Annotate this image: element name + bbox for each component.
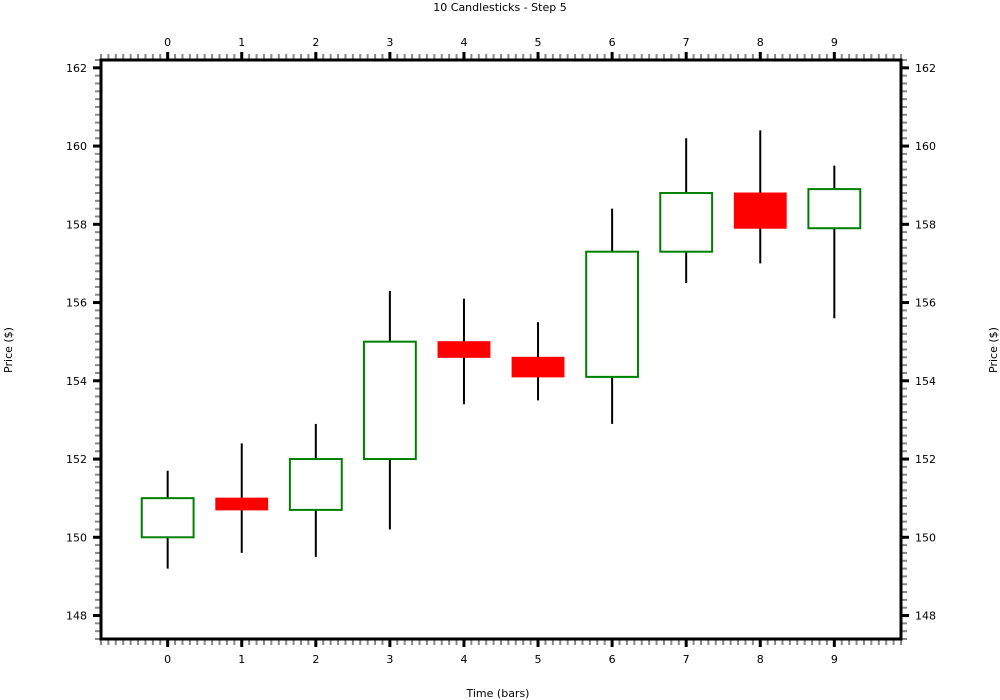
- candlestick: [215, 443, 269, 553]
- x-tick-label-bottom: 5: [535, 653, 542, 666]
- candlestick: [140, 470, 195, 569]
- chart-title: 10 Candlesticks - Step 5: [433, 1, 566, 14]
- x-tick-label-top: 0: [164, 36, 171, 49]
- x-tick-label-top: 2: [312, 36, 319, 49]
- x-axis-label: Time (bars): [466, 687, 530, 700]
- candlestick: [733, 130, 787, 264]
- x-tick-label-bottom: 0: [164, 653, 171, 666]
- candlestick: [511, 322, 565, 401]
- x-tick-label-bottom: 6: [609, 653, 616, 666]
- candle-body-down: [215, 497, 269, 511]
- candlestick: [807, 165, 862, 319]
- major-ticks: [93, 52, 909, 647]
- x-tick-label-bottom: 2: [312, 653, 319, 666]
- y-tick-label-left: 152: [66, 453, 87, 466]
- candlestick: [288, 423, 343, 557]
- y-tick-label-right: 154: [915, 375, 936, 388]
- candle-body-up: [585, 250, 640, 378]
- candlestick: [659, 138, 714, 283]
- candle-body-up: [288, 458, 343, 511]
- x-tick-label-bottom: 9: [831, 653, 838, 666]
- x-tick-label-top: 7: [683, 36, 690, 49]
- y-tick-label-left: 154: [66, 375, 87, 388]
- y-tick-label-left: 150: [66, 531, 87, 544]
- candle-body-up: [807, 188, 862, 230]
- x-tick-label-top: 9: [831, 36, 838, 49]
- x-tick-label-top: 6: [609, 36, 616, 49]
- candlestick: [585, 208, 640, 424]
- y-axis-label-left: Price ($): [2, 327, 15, 373]
- y-tick-label-right: 158: [915, 218, 936, 231]
- y-tick-label-left: 156: [66, 297, 87, 310]
- y-tick-label-right: 162: [915, 62, 936, 75]
- candle-body-up: [362, 340, 417, 461]
- candle-body-down: [511, 356, 565, 378]
- candlestick: [362, 290, 417, 530]
- x-tick-label-top: 3: [386, 36, 393, 49]
- candles: [140, 130, 862, 569]
- y-tick-label-left: 148: [66, 610, 87, 623]
- plot-frame: [99, 58, 903, 641]
- minor-ticks: [95, 54, 907, 645]
- x-tick-label-top: 8: [757, 36, 764, 49]
- candle-body-up: [659, 192, 714, 253]
- y-tick-label-right: 150: [915, 531, 936, 544]
- x-tick-label-top: 4: [460, 36, 467, 49]
- candle-body-down: [733, 192, 787, 229]
- y-tick-label-right: 156: [915, 297, 936, 310]
- y-tick-label-right: 160: [915, 140, 936, 153]
- x-tick-label-bottom: 7: [683, 653, 690, 666]
- y-tick-label-left: 160: [66, 140, 87, 153]
- x-tick-label-top: 5: [535, 36, 542, 49]
- candlestick: [437, 298, 491, 405]
- y-tick-label-right: 152: [915, 453, 936, 466]
- candle-body-up: [140, 497, 195, 539]
- x-tick-label-bottom: 8: [757, 653, 764, 666]
- candle-body-down: [437, 341, 491, 358]
- x-tick-label-top: 1: [238, 36, 245, 49]
- y-tick-label-left: 162: [66, 62, 87, 75]
- y-tick-label-right: 148: [915, 610, 936, 623]
- y-tick-label-left: 158: [66, 218, 87, 231]
- x-tick-label-bottom: 1: [238, 653, 245, 666]
- y-axis-label-right: Price ($): [987, 327, 1000, 373]
- x-tick-label-bottom: 4: [460, 653, 467, 666]
- x-tick-label-bottom: 3: [386, 653, 393, 666]
